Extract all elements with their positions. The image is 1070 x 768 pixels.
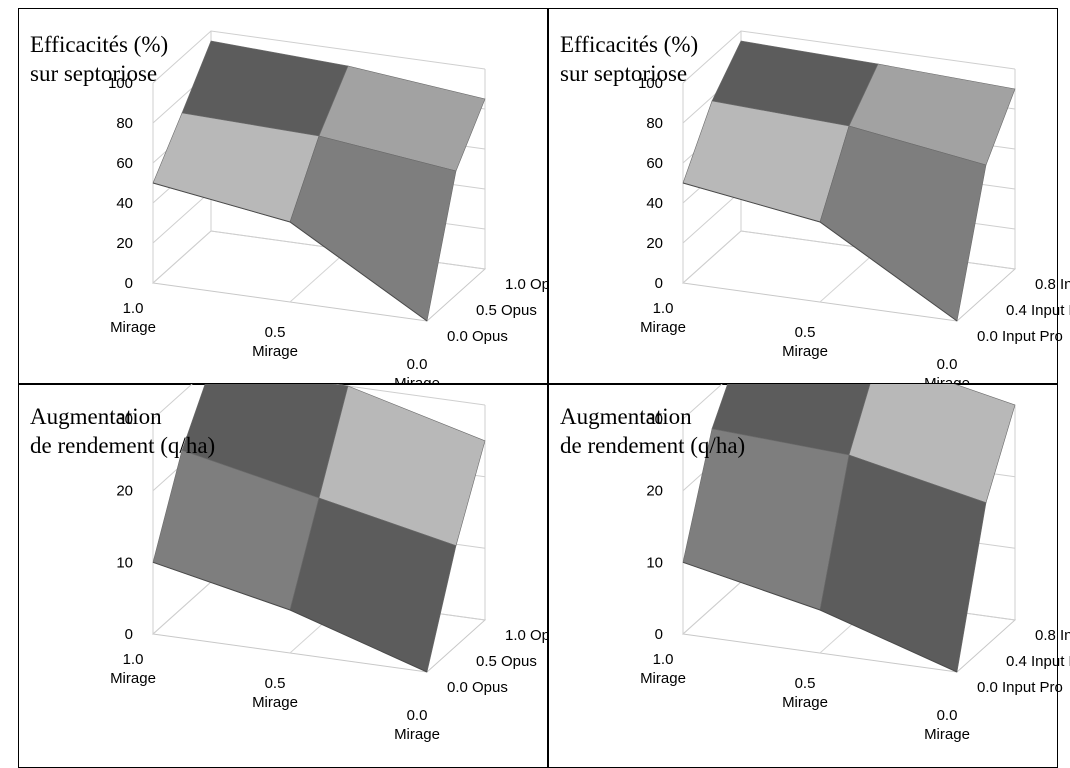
y-tick-label: 0.4 Input Pro <box>1006 302 1070 319</box>
y-tick-label: 0.0 Input Pro <box>977 679 1063 696</box>
z-tick-label: 0 <box>125 275 133 292</box>
chart-title-line-1: Efficacités (%) <box>560 32 699 57</box>
x-tick-label: 0.5 Mirage <box>252 675 298 711</box>
chart-yield-input-pro: 0 10 20 30 1.0 Mirage 0.5 Mirage 0.0 Mirage 0.0 In… <box>548 384 1070 759</box>
z-gridline <box>152 384 486 420</box>
chart-title-line-1: Augmentation <box>560 404 692 429</box>
y-tick-label: 0.4 Input Pro <box>1006 653 1070 670</box>
chart-title-line-2: sur septoriose <box>30 61 158 86</box>
z-tick-label: 20 <box>646 235 663 252</box>
z-tick-label: 30 <box>116 411 133 428</box>
z-tick-label: 20 <box>116 235 133 252</box>
chart-title-line-2: de rendement (q/ha) <box>560 433 746 458</box>
y-tick-label: 0.5 Opus <box>476 302 537 319</box>
z-tick-label: 60 <box>116 155 133 172</box>
surface-chart-svg: 0 10 20 30 1.0 Mirage 0.5 Mirage 0.0 Mirage 0.0 Op… <box>110 384 547 743</box>
y-tick-label: 0.8 Input Pro <box>1035 627 1070 644</box>
y-tick-label: 1.0 Opus <box>505 276 547 293</box>
z-tick-label: 40 <box>646 195 663 212</box>
z-tick-label: 100 <box>108 75 133 92</box>
chart-title-line-2: sur septoriose <box>560 61 688 86</box>
surface-front-edge <box>152 561 428 673</box>
surface-front-edge <box>682 182 958 322</box>
chart-yield-opus: 0 10 20 30 1.0 Mirage 0.5 Mirage 0.0 Mirage 0.0 Op… <box>18 384 547 759</box>
y-tick-label: 0.0 Opus <box>447 328 508 345</box>
z-tick-label: 20 <box>116 483 133 500</box>
y-tick-label: 1.0 Opus <box>505 627 547 644</box>
chart-title: Efficacités (%) sur septoriose <box>560 30 698 88</box>
y-tick-label: 0.0 Opus <box>447 679 508 696</box>
chart-title: Augmentation de rendement (q/ha) <box>560 402 745 460</box>
x-tick-label: 1.0 Mirage <box>640 651 686 687</box>
x-tick-label: 1.0 Mirage <box>110 300 156 336</box>
z-tick-label: 20 <box>646 483 663 500</box>
z-tick-label: 30 <box>646 411 663 428</box>
x-tick-label: 0.5 Mirage <box>252 324 298 360</box>
x-tick-label: 0.5 Mirage <box>782 324 828 360</box>
surface-chart-svg: 0 10 20 30 1.0 Mirage 0.5 Mirage 0.0 Mirage 0.0 In… <box>640 384 1070 743</box>
chart-title-line-1: Augmentation <box>30 404 162 429</box>
z-tick-label: 40 <box>116 195 133 212</box>
z-tick-label: 80 <box>646 115 663 132</box>
chart-title: Augmentation de rendement (q/ha) <box>30 402 215 460</box>
y-tick-label: 0.0 Input Pro <box>977 328 1063 345</box>
y-tick-label: 0.8 Input Pro <box>1035 276 1070 293</box>
x-tick-label: 0.5 Mirage <box>782 675 828 711</box>
divider-vertical <box>547 8 549 768</box>
surface-front-edge <box>682 561 958 673</box>
z-tick-label: 100 <box>638 75 663 92</box>
floor-gridline <box>289 249 349 303</box>
surface-front-edge <box>152 182 428 322</box>
x-tick-label: 1.0 Mirage <box>110 651 156 687</box>
z-tick-label: 0 <box>125 626 133 643</box>
z-tick-label: 60 <box>646 155 663 172</box>
z-tick-label: 10 <box>646 554 663 571</box>
z-tick-label: 80 <box>116 115 133 132</box>
z-tick-label: 10 <box>116 554 133 571</box>
divider-horizontal <box>18 383 1058 385</box>
x-tick-label: 1.0 Mirage <box>640 300 686 336</box>
chart-title: Efficacités (%) sur septoriose <box>30 30 168 88</box>
y-tick-label: 0.5 Opus <box>476 653 537 670</box>
floor-gridline <box>819 249 879 303</box>
z-tick-label: 0 <box>655 275 663 292</box>
z-tick-label: 0 <box>655 626 663 643</box>
chart-title-line-1: Efficacités (%) <box>30 32 169 57</box>
chart-title-line-2: de rendement (q/ha) <box>30 433 216 458</box>
